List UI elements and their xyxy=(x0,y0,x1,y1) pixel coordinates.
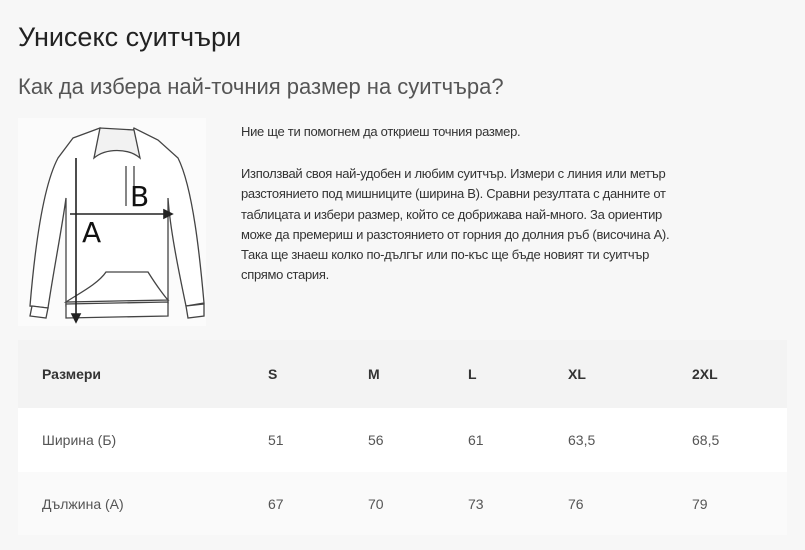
header-xl: XL xyxy=(568,366,586,382)
description-line: спрямо стария. xyxy=(241,267,329,283)
header-s: S xyxy=(268,366,278,382)
table-row: Ширина (Б) 51 56 61 63,5 68,5 xyxy=(18,408,787,472)
description-line: Така ще знаеш колко по-дългъг или по-къс… xyxy=(241,247,650,263)
cell: 73 xyxy=(468,495,484,512)
page-title: Унисекс суитчъри xyxy=(18,22,242,52)
description-line: разстоянието под мишниците (ширина В). С… xyxy=(241,186,666,202)
description-line: Използвай своя най-удобен и любим суитчъ… xyxy=(241,166,666,181)
cell: 63,5 xyxy=(568,432,596,448)
hoodie-measurement-image: B A xyxy=(18,118,206,326)
cell: 68,5 xyxy=(692,432,720,448)
description-line: таблицата и избери размер, който се добр… xyxy=(241,206,662,222)
label-b: B xyxy=(130,180,149,213)
description-line: може да премериш и разстоянието от горни… xyxy=(241,226,670,242)
description-text: Използвай своя най-удобен и любим суитчъ… xyxy=(241,164,670,286)
cell: 76 xyxy=(568,495,584,512)
hoodie-icon: B A xyxy=(29,127,205,324)
size-table: Размери S M L XL 2XL Ширина (Б) 51 56 61… xyxy=(18,340,787,535)
header-sizes: Размери xyxy=(42,366,102,382)
table-row: Дължина (А) 67 70 73 76 79 xyxy=(18,472,787,535)
row-label: Ширина (Б) xyxy=(42,432,117,448)
table-header-row: Размери S M L XL 2XL xyxy=(18,340,787,408)
header-m: M xyxy=(368,366,380,382)
header-l: L xyxy=(468,366,477,382)
cell: 79 xyxy=(692,495,708,512)
intro-text: Ние ще ти помогнем да откриеш точния раз… xyxy=(241,124,521,139)
cell: 56 xyxy=(368,432,384,448)
page-subtitle: Как да избера най-точния размер на суитч… xyxy=(18,74,504,99)
row-label: Дължина (А) xyxy=(42,495,124,512)
header-2xl: 2XL xyxy=(692,366,718,382)
cell: 51 xyxy=(268,432,284,448)
cell: 61 xyxy=(468,432,484,448)
cell: 70 xyxy=(368,495,384,512)
label-a: A xyxy=(82,216,101,249)
cell: 67 xyxy=(268,495,284,512)
